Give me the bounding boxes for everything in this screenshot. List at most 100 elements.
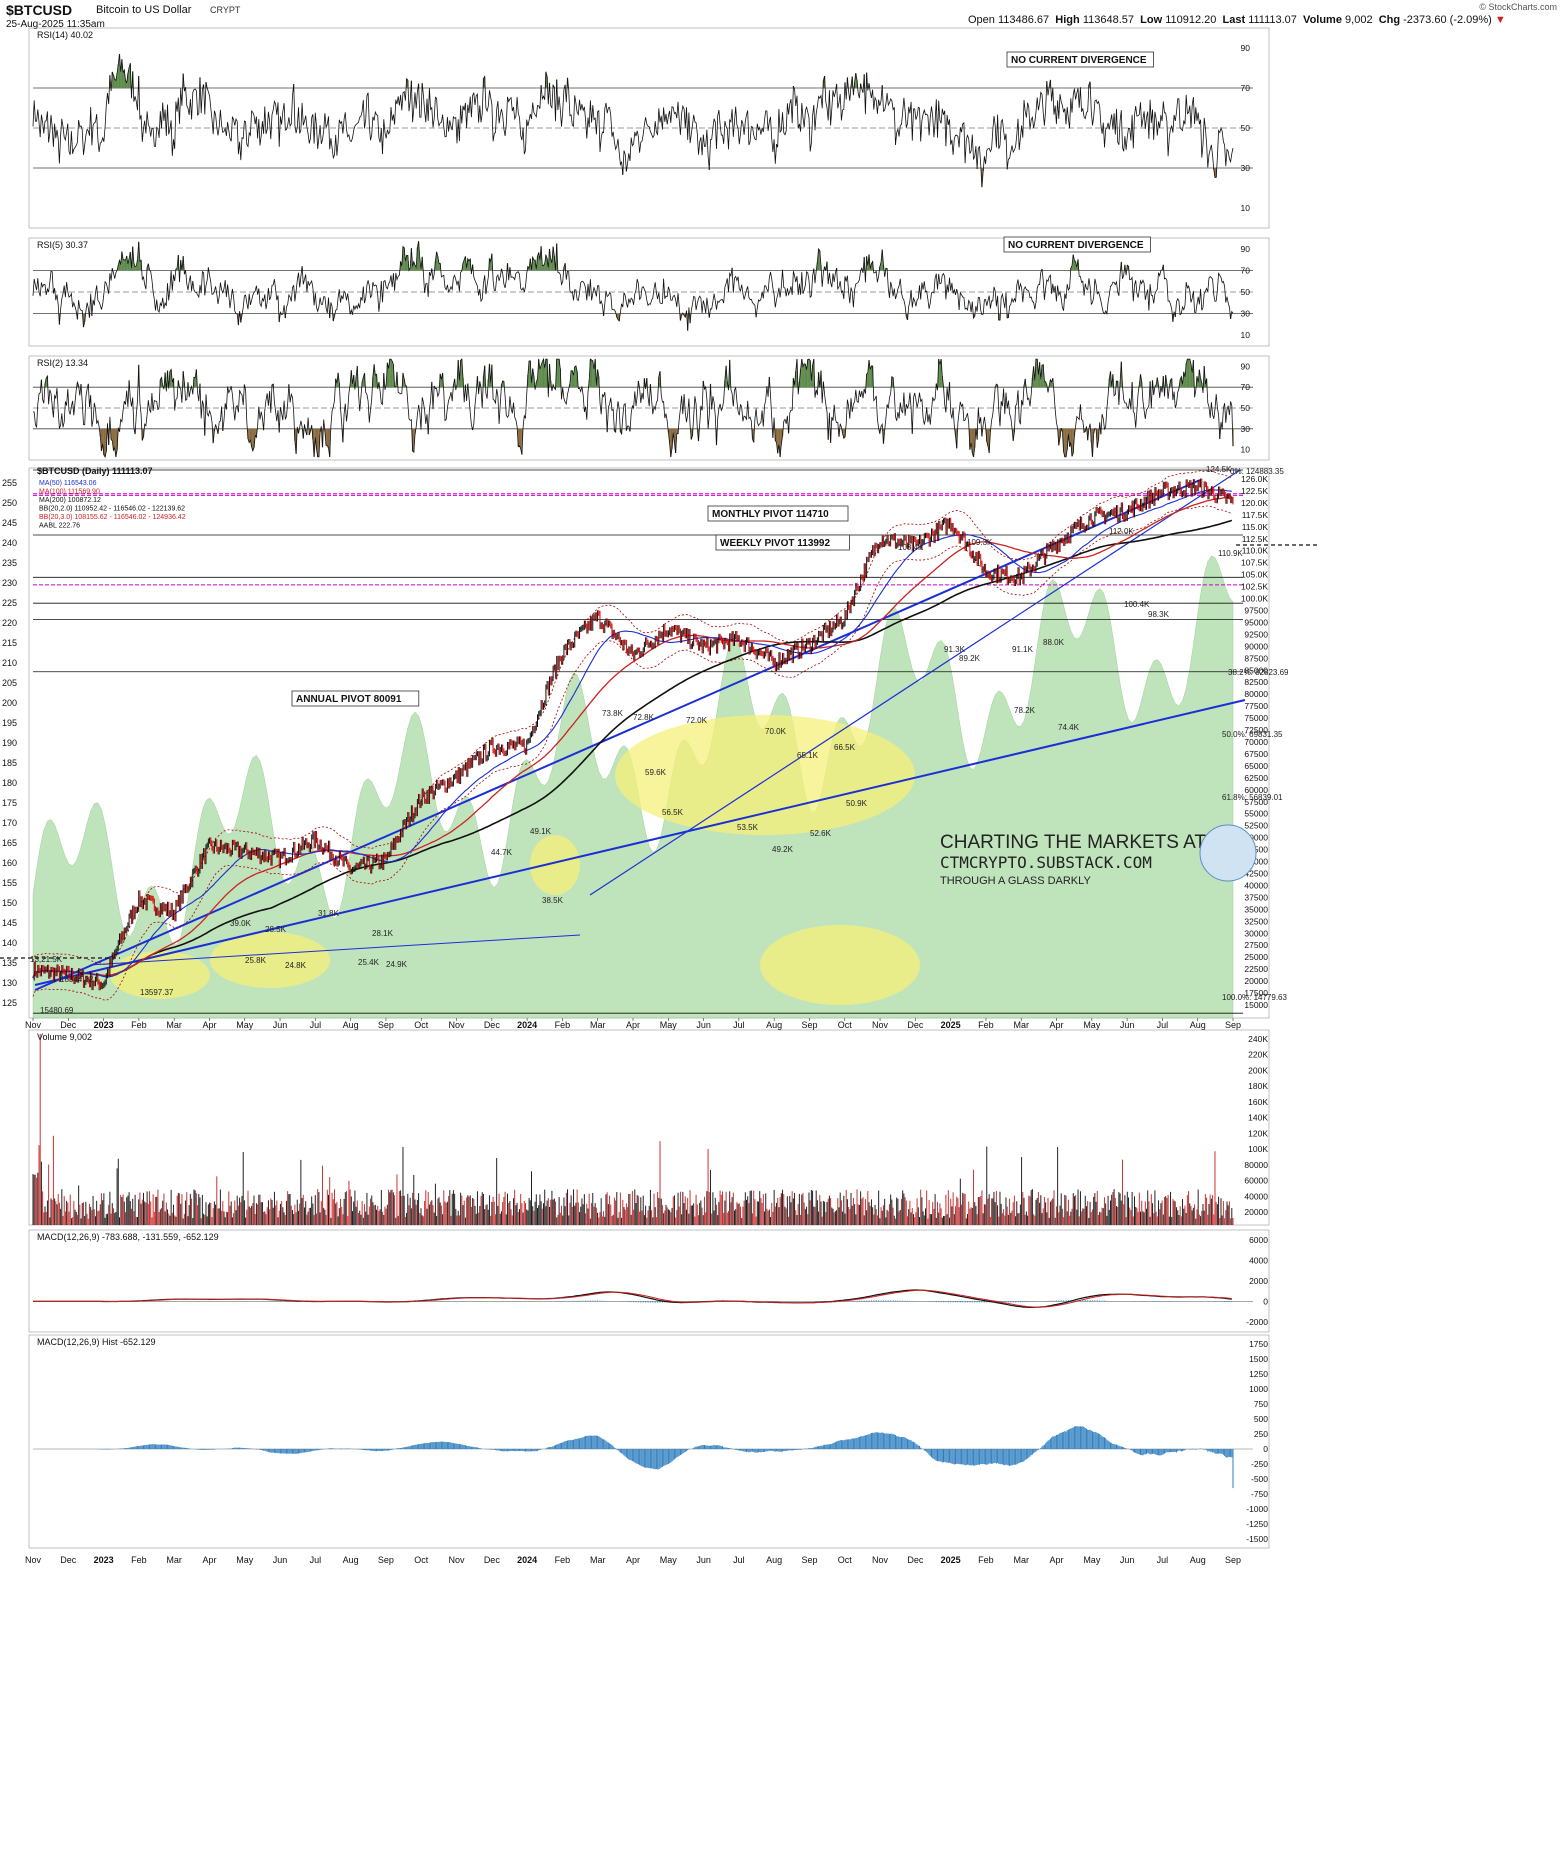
price-annotation: 65.1K	[797, 751, 819, 760]
high-value: 113648.57	[1082, 14, 1134, 26]
high-label: High	[1055, 14, 1080, 26]
price-left-tick: 160	[2, 858, 17, 868]
price-right-tick: 42500	[1244, 869, 1268, 879]
last-label: Last	[1222, 14, 1246, 26]
price-left-tick: 200	[2, 698, 17, 708]
price-right-tick: 92500	[1244, 629, 1268, 639]
price-right-tick: 87500	[1244, 653, 1268, 663]
price-right-tick: 82500	[1244, 677, 1268, 687]
panel-frame	[28, 1229, 1270, 1333]
x-tick-label: Jul	[1157, 1020, 1169, 1030]
price-annotation: 100.4K	[1124, 600, 1150, 609]
volume-tick: 220K	[1248, 1050, 1268, 1060]
hist-tick: 250	[1254, 1429, 1268, 1439]
volume-tick: 160K	[1248, 1097, 1268, 1107]
price-right-tick: 70000	[1244, 737, 1268, 747]
macd-tick: 0	[1263, 1296, 1268, 1306]
volume-tick: 200K	[1248, 1065, 1268, 1075]
price-annotation: 52.6K	[810, 829, 832, 838]
price-left-tick: 250	[2, 498, 17, 508]
hist-tick: 750	[1254, 1399, 1268, 1409]
price-right-tick: 20000	[1244, 976, 1268, 986]
price-annotation: 91.3K	[944, 645, 966, 654]
price-right-tick: 65000	[1244, 761, 1268, 771]
trend-line	[34, 479, 1201, 991]
x-tick-label: Aug	[766, 1020, 782, 1030]
hist-tick: -750	[1251, 1489, 1268, 1499]
price-annotation: 91.1K	[1012, 645, 1034, 654]
chg-label: Chg	[1378, 14, 1401, 26]
x-tick-label: Oct	[414, 1020, 429, 1030]
price-right-tick: 50000	[1244, 833, 1268, 843]
volume-tick: 180K	[1248, 1081, 1268, 1091]
price-annotation: 50.9K	[846, 799, 868, 808]
hist-tick: -1000	[1246, 1504, 1268, 1514]
x-tick-label: Feb	[978, 1020, 994, 1030]
x-tick-label-bottom: May	[1083, 1555, 1101, 1565]
ma50-line	[32, 489, 1232, 979]
x-tick-label-bottom: Aug	[766, 1555, 782, 1565]
price-right-tick: 117.5K	[1242, 510, 1269, 520]
price-right-tick: 72500	[1244, 725, 1268, 735]
rsi-tick: 70	[1241, 382, 1251, 392]
price-left-tick: 140	[2, 938, 17, 948]
hist-tick: -250	[1251, 1459, 1268, 1469]
rsi-tick: 30	[1241, 309, 1251, 319]
price-right-tick: 45000	[1244, 857, 1268, 867]
price-left-tick: 125	[2, 998, 17, 1008]
trend-line	[34, 699, 1246, 986]
pivot-label: WEEKLY PIVOT 113992	[720, 538, 830, 549]
x-tick-label-bottom: Nov	[449, 1555, 466, 1565]
price-left-tick: 145	[2, 918, 17, 928]
x-tick-label: Jun	[1120, 1020, 1135, 1030]
rsi-tick: 10	[1241, 330, 1251, 340]
price-annotation: 88.0K	[1043, 638, 1065, 647]
volume-value: 9,002	[1345, 14, 1373, 26]
x-tick-label-bottom: Jul	[310, 1555, 322, 1565]
panel-frame	[28, 27, 1270, 229]
price-right-tick: 95000	[1244, 617, 1268, 627]
x-tick-label-bottom: Dec	[60, 1555, 77, 1565]
hist-tick: -500	[1251, 1474, 1268, 1484]
price-annotation: 49.2K	[772, 845, 794, 854]
x-tick-label: Apr	[626, 1020, 640, 1030]
x-tick-label: Aug	[343, 1020, 359, 1030]
price-right-tick: 32500	[1244, 916, 1268, 926]
quote-bar: Open 113486.67 High 113648.57 Low 110912…	[968, 14, 1506, 26]
panel-frame	[28, 1029, 1270, 1226]
x-tick-label: Nov	[449, 1020, 466, 1030]
price-annotation: 24.8K	[285, 961, 307, 970]
volume-label: Volume	[1303, 14, 1342, 26]
price-right-tick: 22500	[1244, 964, 1268, 974]
rsi-tick: 70	[1241, 83, 1251, 93]
pivot-label: ANNUAL PIVOT 80091	[296, 694, 402, 705]
x-tick-label-bottom: Mar	[166, 1555, 182, 1565]
price-annotation: 24.9K	[386, 960, 408, 969]
price-left-tick: 190	[2, 738, 17, 748]
price-right-tick: 112.5K	[1242, 534, 1269, 544]
trend-line	[589, 469, 1241, 896]
hist-tick: 1000	[1249, 1384, 1268, 1394]
last-value: 111113.07	[1248, 14, 1297, 26]
x-tick-label-bottom: Sep	[1225, 1555, 1241, 1565]
macd-tick: 2000	[1249, 1276, 1268, 1286]
price-right-tick: 15000	[1244, 1000, 1268, 1010]
price-left-tick: 130	[2, 978, 17, 988]
price-legend-item: MA(200) 100872.12	[39, 497, 101, 504]
x-tick-label-bottom: Apr	[202, 1555, 216, 1565]
price-right-tick: 62500	[1244, 773, 1268, 783]
consolidation-ellipse	[110, 951, 210, 999]
price-annotation: 25.8K	[245, 956, 267, 965]
price-right-tick: 67500	[1244, 749, 1268, 759]
price-legend-item: MA(50) 116543.06	[39, 480, 97, 487]
x-tick-label-bottom: Apr	[1050, 1555, 1064, 1565]
macd-line	[33, 1289, 1232, 1308]
macd-tick: 6000	[1249, 1235, 1268, 1245]
x-tick-label: 2025	[941, 1020, 961, 1030]
x-tick-label-bottom: Jun	[1120, 1555, 1135, 1565]
price-annotation: 89.2K	[959, 654, 981, 663]
price-right-tick: 115.0K	[1242, 522, 1269, 532]
price-right-tick: 80000	[1244, 689, 1268, 699]
